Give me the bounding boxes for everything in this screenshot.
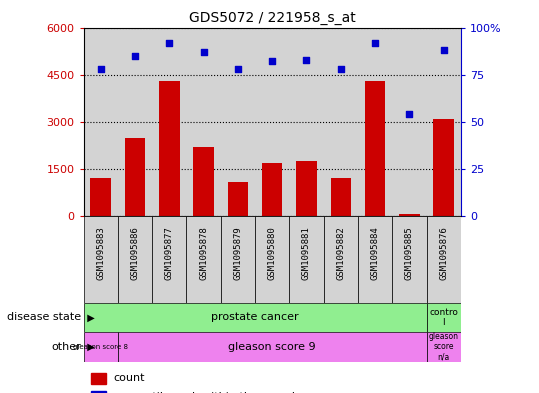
Text: gleason score 8: gleason score 8: [73, 344, 128, 350]
Text: disease state: disease state: [6, 312, 81, 322]
Title: GDS5072 / 221958_s_at: GDS5072 / 221958_s_at: [189, 11, 356, 25]
Text: GSM1095877: GSM1095877: [165, 226, 174, 280]
Point: [130, 53, 139, 59]
Bar: [296, 161, 317, 216]
Point: [96, 66, 105, 72]
Text: percentile rank within the sample: percentile rank within the sample: [114, 391, 302, 393]
Point: [405, 111, 414, 118]
Text: GSM1095882: GSM1095882: [336, 226, 345, 280]
Point: [165, 39, 174, 46]
Text: GSM1095881: GSM1095881: [302, 226, 311, 280]
Bar: [262, 163, 282, 216]
Point: [233, 66, 242, 72]
Point: [268, 58, 277, 64]
Point: [199, 49, 208, 55]
Bar: [426, 303, 461, 332]
Point: [439, 47, 448, 53]
Bar: [91, 391, 106, 393]
Text: GSM1095886: GSM1095886: [130, 226, 140, 280]
Bar: [392, 216, 426, 303]
Text: count: count: [114, 373, 145, 384]
Bar: [159, 81, 179, 216]
Bar: [221, 216, 255, 303]
Bar: [323, 216, 358, 303]
Bar: [152, 216, 186, 303]
Bar: [255, 216, 289, 303]
Bar: [118, 216, 152, 303]
Bar: [426, 216, 461, 303]
Point: [302, 57, 311, 63]
Point: [336, 66, 345, 72]
Bar: [84, 216, 118, 303]
Text: gleason score 9: gleason score 9: [229, 342, 316, 352]
Text: GSM1095884: GSM1095884: [371, 226, 379, 280]
Bar: [289, 216, 323, 303]
Bar: [186, 216, 221, 303]
Bar: [91, 373, 106, 384]
Text: GSM1095880: GSM1095880: [268, 226, 277, 280]
Text: gleason
score
n/a: gleason score n/a: [429, 332, 459, 362]
Bar: [84, 332, 118, 362]
Text: GSM1095885: GSM1095885: [405, 226, 414, 280]
Text: ▶: ▶: [81, 342, 95, 352]
Text: contro
l: contro l: [429, 308, 458, 327]
Bar: [118, 332, 426, 362]
Bar: [194, 147, 214, 216]
Bar: [91, 178, 111, 216]
Bar: [125, 138, 146, 216]
Bar: [358, 216, 392, 303]
Point: [371, 39, 379, 46]
Text: ▶: ▶: [81, 312, 95, 322]
Bar: [426, 332, 461, 362]
Text: GSM1095876: GSM1095876: [439, 226, 448, 280]
Text: GSM1095879: GSM1095879: [233, 226, 243, 280]
Bar: [399, 214, 420, 216]
Bar: [365, 81, 385, 216]
Bar: [433, 119, 454, 216]
Text: other: other: [51, 342, 81, 352]
Text: GSM1095878: GSM1095878: [199, 226, 208, 280]
Bar: [227, 182, 248, 216]
Text: GSM1095883: GSM1095883: [96, 226, 105, 280]
Text: prostate cancer: prostate cancer: [211, 312, 299, 322]
Bar: [330, 178, 351, 216]
